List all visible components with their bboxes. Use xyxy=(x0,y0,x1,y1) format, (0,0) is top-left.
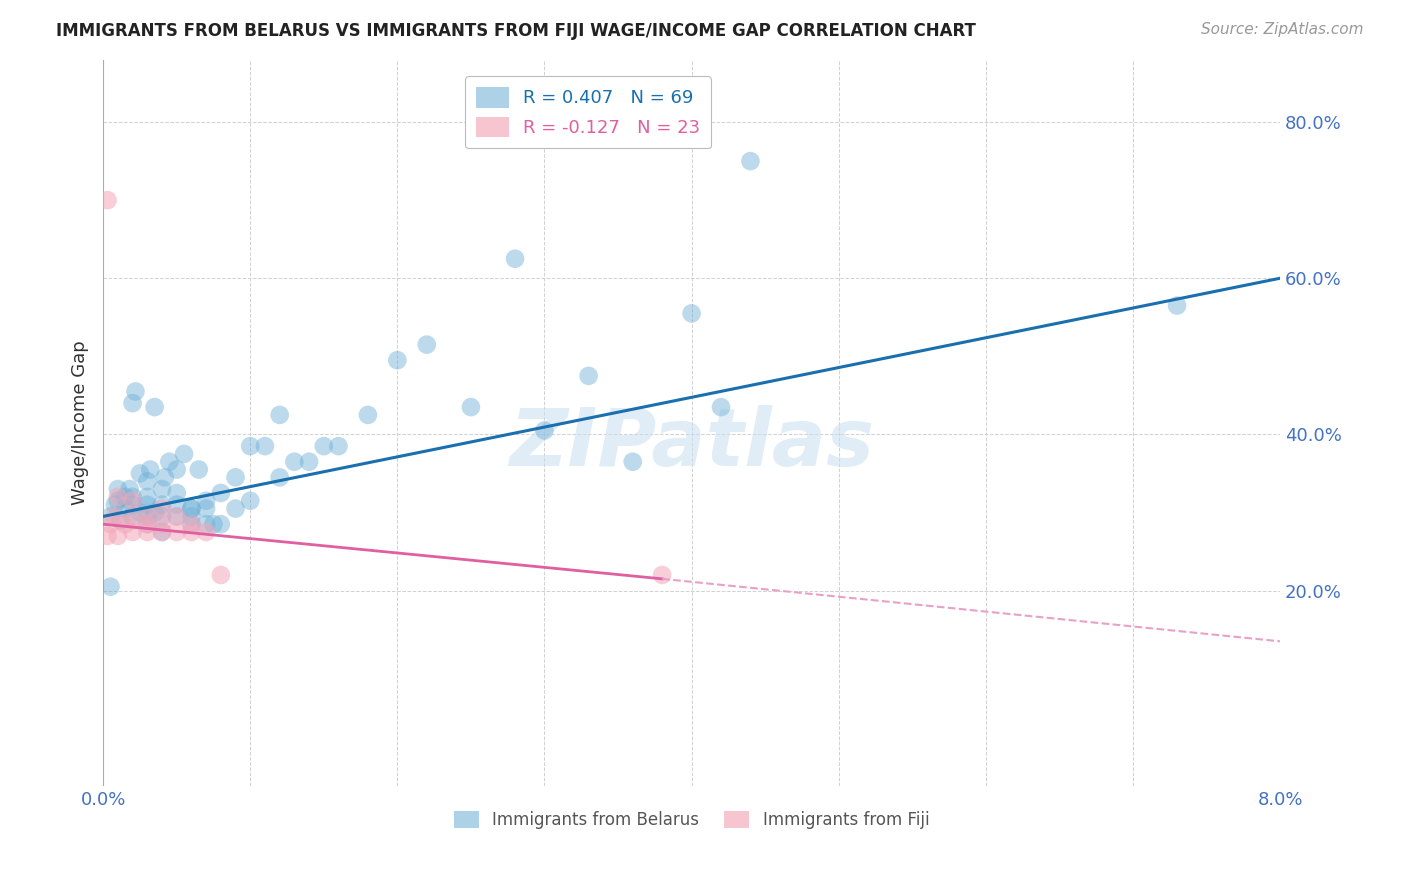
Point xyxy=(150,509,173,524)
Point xyxy=(143,506,166,520)
Point xyxy=(166,486,188,500)
Point xyxy=(136,475,159,489)
Point xyxy=(153,470,176,484)
Point xyxy=(202,517,225,532)
Point xyxy=(166,498,188,512)
Point xyxy=(460,400,482,414)
Point xyxy=(533,424,555,438)
Point xyxy=(114,501,136,516)
Point xyxy=(96,193,118,207)
Point xyxy=(180,524,202,539)
Text: IMMIGRANTS FROM BELARUS VS IMMIGRANTS FROM FIJI WAGE/INCOME GAP CORRELATION CHAR: IMMIGRANTS FROM BELARUS VS IMMIGRANTS FR… xyxy=(56,22,976,40)
Point xyxy=(107,482,129,496)
Point xyxy=(100,517,122,532)
Point xyxy=(107,529,129,543)
Point xyxy=(96,529,118,543)
Point xyxy=(150,517,173,532)
Point xyxy=(328,439,350,453)
Point xyxy=(114,490,136,504)
Point xyxy=(253,439,276,453)
Point xyxy=(129,506,152,520)
Point xyxy=(239,439,262,453)
Point xyxy=(225,501,247,516)
Point xyxy=(166,462,188,476)
Point xyxy=(100,580,122,594)
Point xyxy=(578,368,600,383)
Y-axis label: Wage/Income Gap: Wage/Income Gap xyxy=(72,341,89,505)
Point xyxy=(107,493,129,508)
Point xyxy=(136,517,159,532)
Point xyxy=(107,490,129,504)
Point xyxy=(110,513,132,527)
Point xyxy=(195,493,218,508)
Point xyxy=(121,509,143,524)
Point xyxy=(150,524,173,539)
Point xyxy=(121,513,143,527)
Point xyxy=(180,517,202,532)
Point xyxy=(136,509,159,524)
Point xyxy=(209,517,232,532)
Legend: Immigrants from Belarus, Immigrants from Fiji: Immigrants from Belarus, Immigrants from… xyxy=(447,804,936,836)
Point xyxy=(195,501,218,516)
Point xyxy=(1166,299,1188,313)
Point xyxy=(195,517,218,532)
Point xyxy=(387,353,409,368)
Point xyxy=(114,517,136,532)
Point xyxy=(118,482,141,496)
Point xyxy=(180,501,202,516)
Point xyxy=(136,490,159,504)
Text: Source: ZipAtlas.com: Source: ZipAtlas.com xyxy=(1201,22,1364,37)
Point xyxy=(269,408,291,422)
Point xyxy=(283,455,305,469)
Point xyxy=(124,384,146,399)
Point xyxy=(187,462,209,476)
Point xyxy=(298,455,321,469)
Point xyxy=(157,455,180,469)
Point xyxy=(136,517,159,532)
Point xyxy=(416,337,439,351)
Point xyxy=(150,482,173,496)
Point xyxy=(209,486,232,500)
Point xyxy=(150,501,173,516)
Point xyxy=(121,493,143,508)
Point xyxy=(173,447,195,461)
Point xyxy=(136,509,159,524)
Point xyxy=(312,439,335,453)
Point xyxy=(143,400,166,414)
Point xyxy=(621,455,644,469)
Point xyxy=(121,490,143,504)
Point xyxy=(121,396,143,410)
Point xyxy=(180,517,202,532)
Point xyxy=(503,252,526,266)
Point xyxy=(357,408,380,422)
Point xyxy=(121,498,143,512)
Point xyxy=(129,467,152,481)
Point xyxy=(100,509,122,524)
Point xyxy=(104,509,127,524)
Point xyxy=(166,524,188,539)
Point xyxy=(180,501,202,516)
Point xyxy=(740,154,762,169)
Point xyxy=(209,568,232,582)
Point xyxy=(139,462,162,476)
Point xyxy=(651,568,673,582)
Text: ZIPatlas: ZIPatlas xyxy=(509,406,875,483)
Point xyxy=(239,493,262,508)
Point xyxy=(166,509,188,524)
Point xyxy=(136,524,159,539)
Point xyxy=(104,498,127,512)
Point xyxy=(681,306,703,320)
Point xyxy=(121,524,143,539)
Point xyxy=(136,498,159,512)
Point xyxy=(180,509,202,524)
Point xyxy=(166,509,188,524)
Point xyxy=(150,498,173,512)
Point xyxy=(710,400,733,414)
Point xyxy=(225,470,247,484)
Point xyxy=(195,524,218,539)
Point xyxy=(150,524,173,539)
Point xyxy=(269,470,291,484)
